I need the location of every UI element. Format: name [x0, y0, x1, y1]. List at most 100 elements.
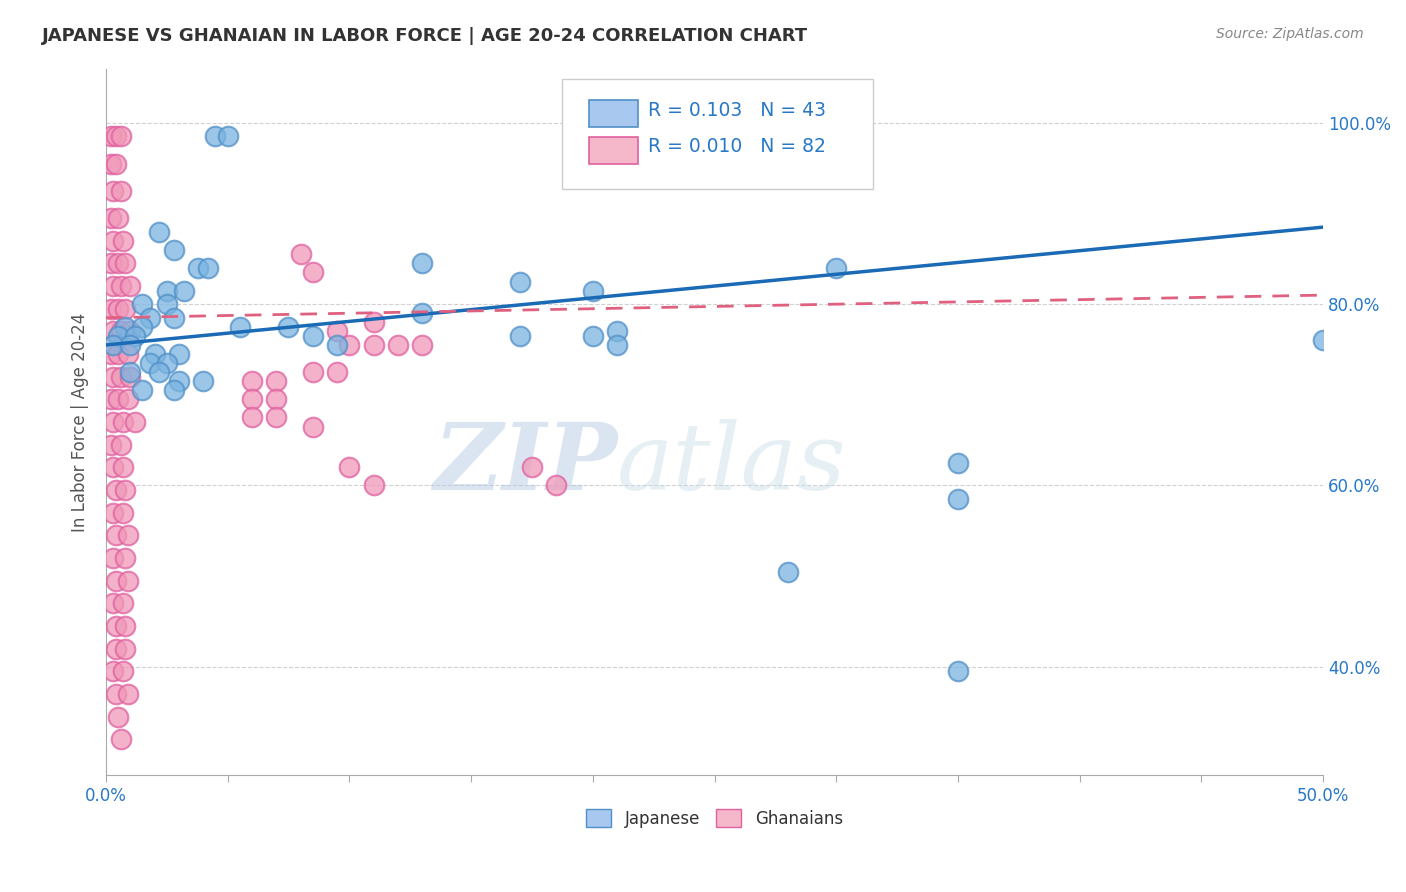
Point	[104, 574, 127, 588]
Point	[946, 665, 969, 679]
Text: JAPANESE VS GHANAIAN IN LABOR FORCE | AGE 20-24 CORRELATION CHART: JAPANESE VS GHANAIAN IN LABOR FORCE | AG…	[42, 27, 808, 45]
Point	[111, 596, 134, 610]
Point	[117, 687, 139, 701]
Point	[103, 279, 125, 293]
Point	[302, 329, 325, 343]
Point	[302, 419, 325, 434]
Point	[326, 365, 349, 379]
Point	[124, 415, 146, 429]
Point	[120, 324, 142, 338]
Point	[103, 234, 125, 248]
Point	[104, 641, 127, 656]
Point	[138, 310, 160, 325]
Point	[124, 329, 146, 343]
Point	[163, 310, 186, 325]
Point	[148, 225, 170, 239]
Point	[117, 574, 139, 588]
Point	[103, 665, 125, 679]
Point	[290, 247, 312, 261]
Text: R = 0.103   N = 43: R = 0.103 N = 43	[648, 101, 825, 120]
Point	[111, 415, 134, 429]
Point	[163, 384, 186, 398]
Y-axis label: In Labor Force | Age 20-24: In Labor Force | Age 20-24	[72, 312, 89, 532]
Point	[100, 301, 122, 316]
Point	[520, 460, 543, 475]
Point	[120, 369, 142, 384]
Point	[131, 384, 153, 398]
Point	[266, 374, 288, 388]
Point	[111, 460, 134, 475]
Point	[173, 284, 195, 298]
Point	[114, 641, 136, 656]
Text: atlas: atlas	[617, 419, 846, 509]
Point	[100, 256, 122, 270]
Point	[104, 687, 127, 701]
Point	[107, 392, 129, 407]
Point	[143, 347, 166, 361]
Point	[197, 260, 219, 275]
Point	[277, 319, 299, 334]
Point	[302, 365, 325, 379]
Point	[104, 619, 127, 633]
Point	[100, 392, 122, 407]
Point	[103, 415, 125, 429]
Point	[110, 279, 132, 293]
Point	[110, 369, 132, 384]
Point	[240, 392, 263, 407]
Point	[509, 275, 531, 289]
Point	[104, 483, 127, 497]
Legend: Japanese, Ghanaians: Japanese, Ghanaians	[579, 803, 849, 834]
Point	[187, 260, 209, 275]
Point	[156, 356, 179, 370]
Point	[114, 256, 136, 270]
Point	[111, 234, 134, 248]
Point	[193, 374, 215, 388]
Point	[107, 301, 129, 316]
Point	[103, 506, 125, 520]
Point	[509, 329, 531, 343]
Point	[302, 265, 325, 279]
Point	[363, 478, 385, 492]
Point	[582, 329, 605, 343]
Point	[103, 369, 125, 384]
Point	[167, 374, 190, 388]
Point	[326, 338, 349, 352]
Text: Source: ZipAtlas.com: Source: ZipAtlas.com	[1216, 27, 1364, 41]
Point	[114, 551, 136, 566]
Point	[606, 324, 628, 338]
Point	[110, 437, 132, 451]
Point	[138, 356, 160, 370]
Point	[117, 347, 139, 361]
Point	[100, 129, 122, 144]
Point	[110, 732, 132, 747]
Point	[411, 306, 433, 320]
Point	[266, 410, 288, 425]
Point	[114, 301, 136, 316]
Point	[363, 315, 385, 329]
FancyBboxPatch shape	[589, 100, 638, 128]
Point	[156, 284, 179, 298]
Point	[107, 256, 129, 270]
Point	[337, 338, 360, 352]
Point	[120, 365, 142, 379]
Point	[103, 184, 125, 198]
Point	[111, 506, 134, 520]
Point	[582, 284, 605, 298]
Point	[107, 709, 129, 723]
Point	[131, 319, 153, 334]
Point	[776, 565, 799, 579]
Point	[148, 365, 170, 379]
Point	[103, 551, 125, 566]
Point	[100, 157, 122, 171]
Point	[156, 297, 179, 311]
Point	[131, 297, 153, 311]
Point	[100, 437, 122, 451]
Point	[114, 619, 136, 633]
Point	[110, 129, 132, 144]
Text: R = 0.010   N = 82: R = 0.010 N = 82	[648, 137, 825, 156]
Point	[100, 347, 122, 361]
Point	[337, 460, 360, 475]
Point	[217, 129, 239, 144]
Point	[825, 260, 848, 275]
Point	[120, 338, 142, 352]
